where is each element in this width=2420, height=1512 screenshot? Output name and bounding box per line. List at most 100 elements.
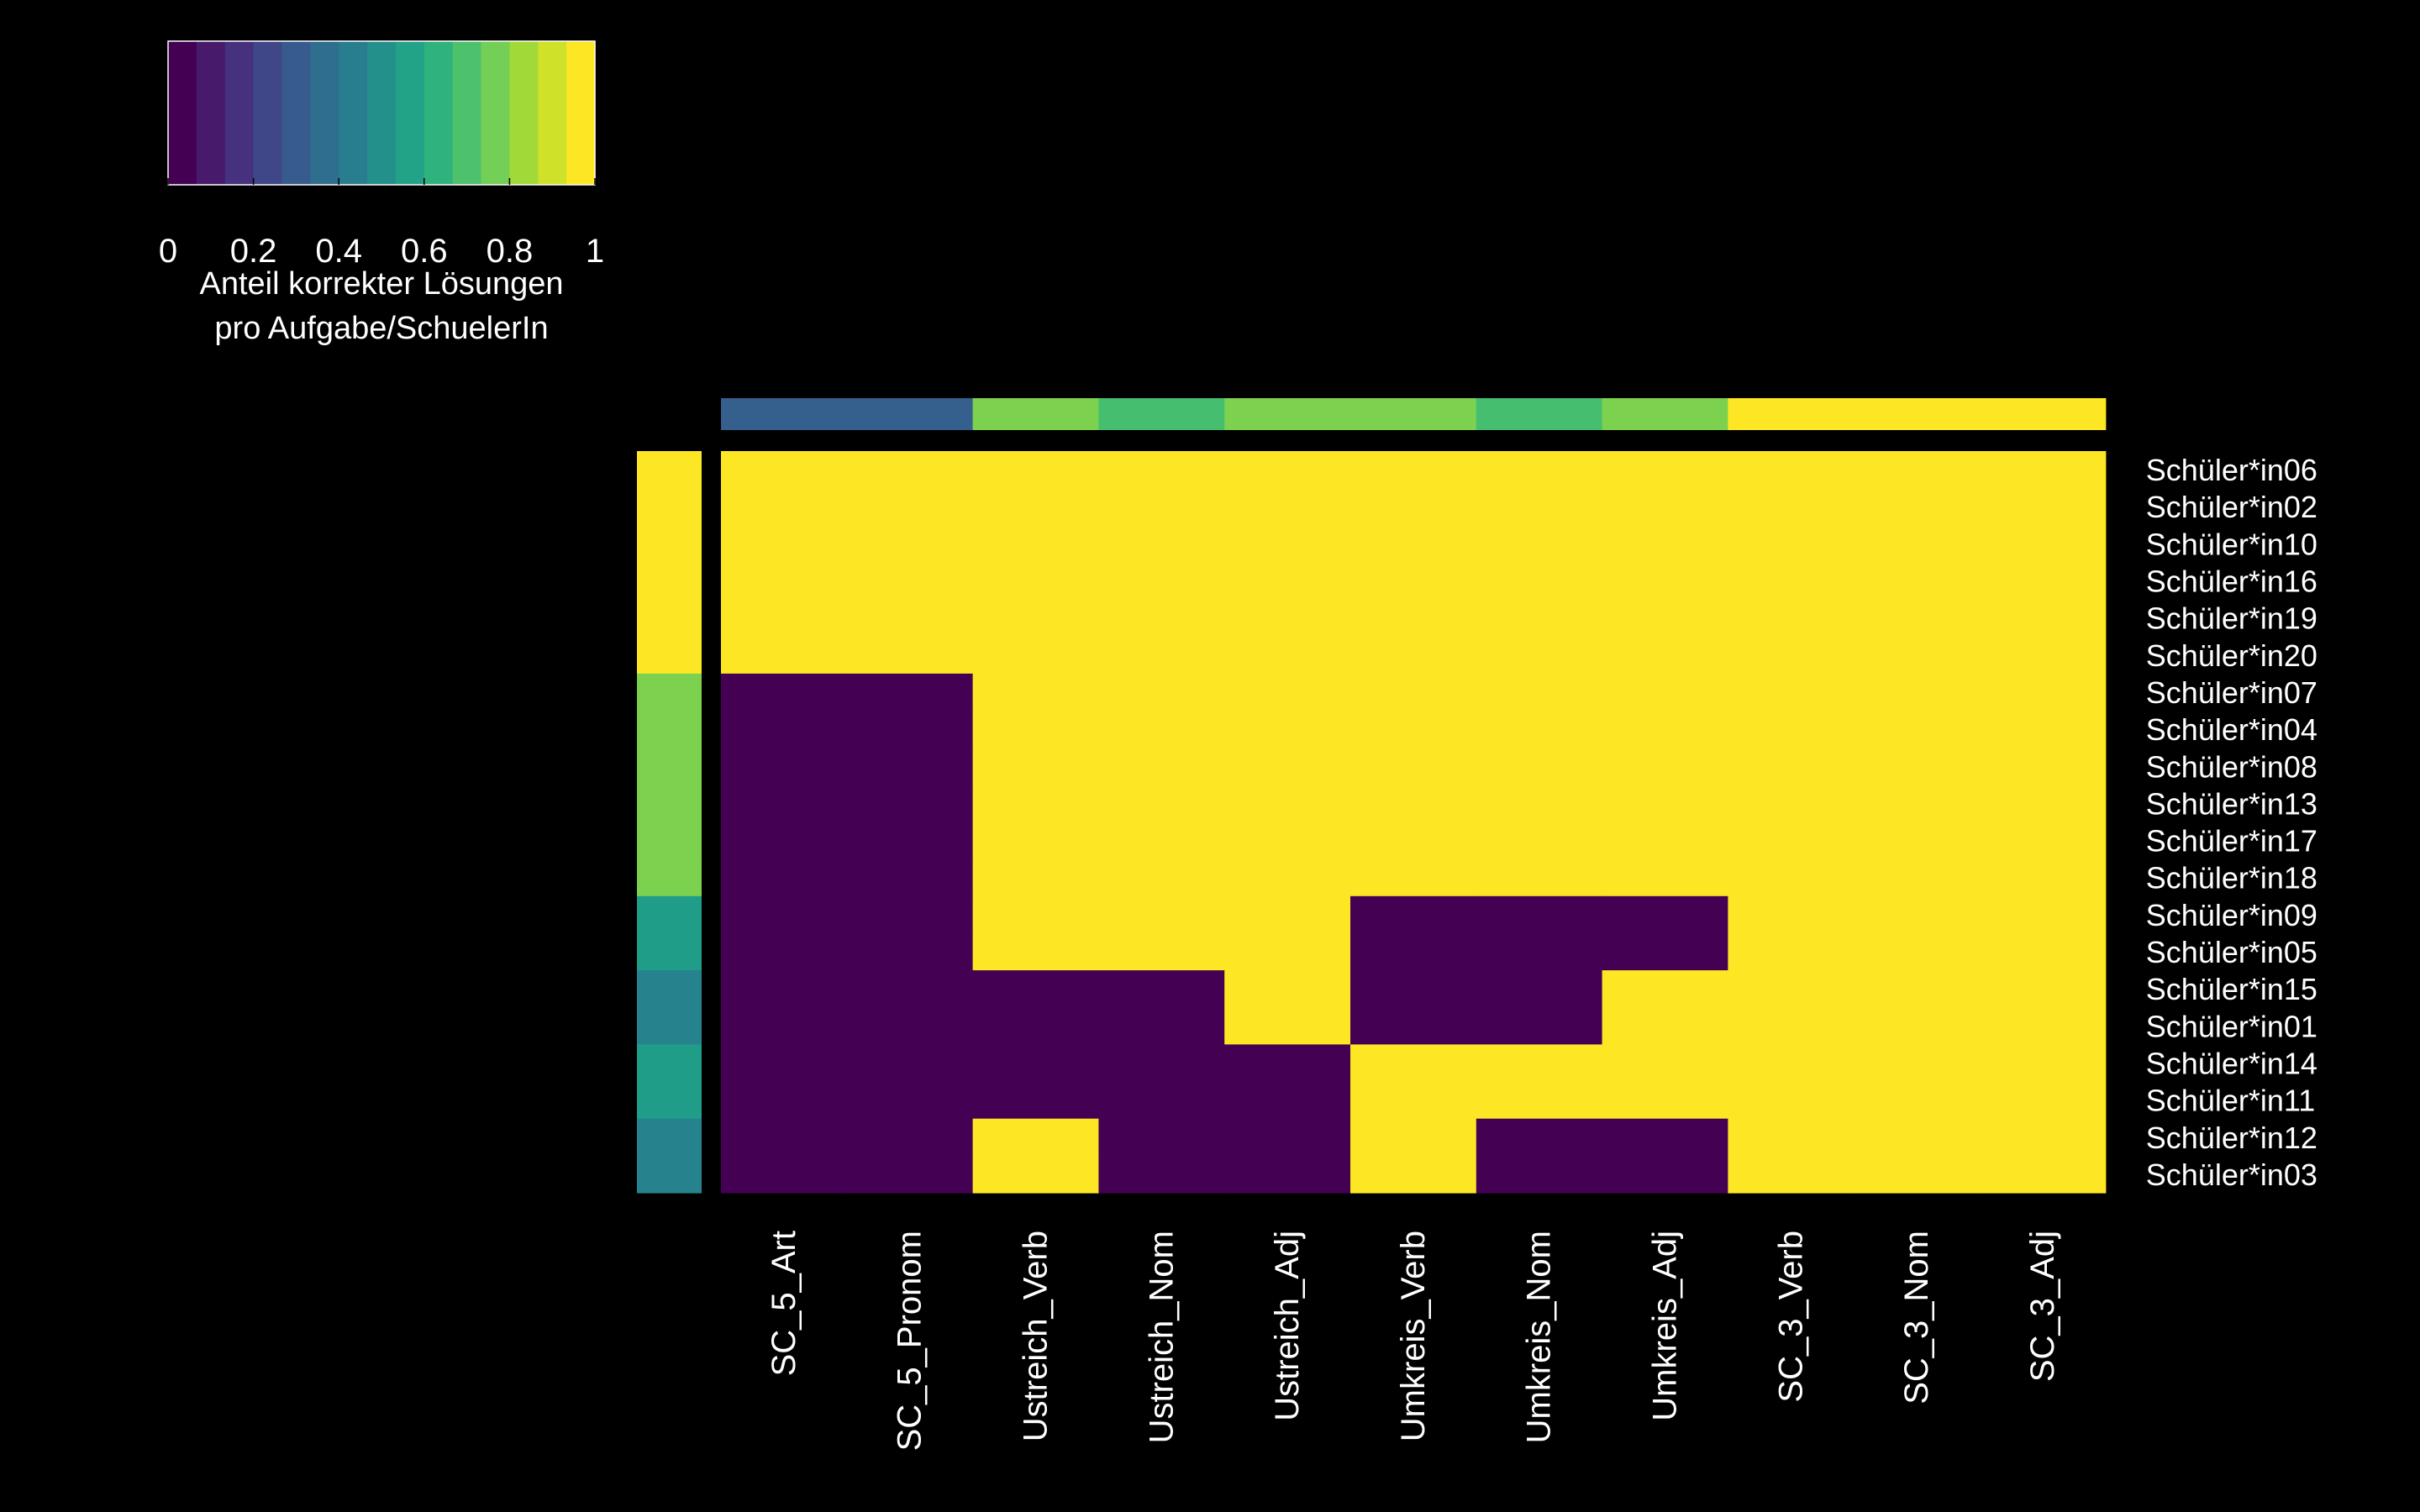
heatmap-cell: [972, 1155, 1099, 1194]
heatmap-cell: [1854, 970, 1981, 1008]
column-label: Ustreich_Verb: [1018, 1231, 1055, 1441]
heatmap-cell: [846, 1044, 974, 1083]
heatmap-cell: [1224, 599, 1351, 638]
heatmap-cell: [1224, 1118, 1351, 1157]
heatmap-cell: [1980, 895, 2107, 934]
heatmap-cell: [1098, 822, 1225, 860]
row-label: Schüler*in17: [2146, 824, 2317, 858]
heatmap-cell: [1350, 1007, 1477, 1045]
heatmap-cell: [1854, 822, 1981, 860]
heatmap-cell: [1602, 1118, 1728, 1157]
heatmap-cell: [1098, 895, 1225, 934]
heatmap-cell: [1854, 1155, 1981, 1194]
heatmap-cell: [1476, 673, 1603, 711]
heatmap-cell: [1980, 562, 2107, 601]
heatmap-cell: [1224, 1007, 1351, 1045]
heatmap-cell: [846, 451, 974, 489]
heatmap-cell: [846, 748, 974, 785]
heatmap-cell: [1980, 599, 2107, 638]
heatmap-cell: [1476, 1007, 1603, 1045]
row-annotation-cell: [637, 1155, 702, 1194]
heatmap-cell: [1854, 711, 1981, 748]
column-annotation-cell: [1728, 398, 1854, 430]
heatmap-cell: [1854, 932, 1981, 971]
heatmap-cell: [1476, 785, 1603, 823]
heatmap-cell: [721, 822, 848, 860]
heatmap-cell: [721, 562, 848, 601]
heatmap-cell: [721, 1007, 848, 1045]
heatmap-cell: [721, 895, 848, 934]
heatmap-cell: [972, 711, 1099, 748]
heatmap-cell: [1476, 1118, 1603, 1157]
heatmap-cell: [1728, 748, 1854, 785]
column-annotation-bar: [721, 398, 2107, 430]
row-label: Schüler*in11: [2146, 1084, 2315, 1118]
heatmap-cell: [1728, 895, 1854, 934]
heatmap-cell: [1476, 1044, 1603, 1083]
heatmap-cell: [1602, 1155, 1728, 1194]
row-label: Schüler*in04: [2146, 712, 2317, 747]
heatmap-cell: [1224, 525, 1351, 564]
row-label: Schüler*in07: [2146, 675, 2317, 710]
heatmap-cell: [1602, 1007, 1728, 1045]
heatmap-cell: [1224, 488, 1351, 526]
heatmap-cell: [1224, 673, 1351, 711]
legend-swatch: [481, 41, 510, 185]
heatmap-cell: [1854, 785, 1981, 823]
row-annotation-cell: [637, 932, 702, 971]
heatmap-cell: [721, 1118, 848, 1157]
row-annotation-cell: [637, 711, 702, 748]
legend-tick-label: 0: [159, 233, 177, 270]
heatmap-cell: [1350, 748, 1477, 785]
column-annotation-cell: [1476, 398, 1603, 430]
legend-swatch: [339, 41, 368, 185]
heatmap-cell: [1602, 822, 1728, 860]
legend-swatch: [395, 41, 425, 185]
heatmap-cell: [846, 970, 974, 1008]
row-label: Schüler*in06: [2146, 453, 2317, 487]
column-label: SC_3_Nom: [1898, 1231, 1935, 1404]
heatmap-cell: [1602, 451, 1728, 489]
row-label: Schüler*in14: [2146, 1046, 2317, 1080]
heatmap-cell: [1854, 1044, 1981, 1083]
color-legend: 0 0.2 0.4 0.6 0.8 1 Anteil korrekter Lösungen…: [159, 40, 604, 346]
heatmap-cell: [972, 895, 1099, 934]
column-label: Ustreich_Nom: [1143, 1231, 1180, 1443]
heatmap-cell: [1602, 1081, 1728, 1120]
heatmap-cell: [1350, 1155, 1477, 1194]
heatmap-cell: [1098, 451, 1225, 489]
heatmap-cell: [1098, 932, 1225, 971]
heatmap-cell: [1602, 895, 1728, 934]
row-annotation-cell: [637, 451, 702, 489]
heatmap-cell: [972, 1007, 1099, 1045]
row-label: Schüler*in05: [2146, 935, 2317, 969]
heatmap-cell: [1350, 970, 1477, 1008]
heatmap-cell: [1476, 895, 1603, 934]
heatmap-cell: [1602, 1044, 1728, 1083]
heatmap-cell: [1350, 1118, 1477, 1157]
heatmap-cell: [846, 562, 974, 601]
heatmap-cell: [972, 1081, 1099, 1120]
heatmap-cell: [1350, 895, 1477, 934]
heatmap-cell: [1098, 1081, 1225, 1120]
heatmap-cell: [1980, 932, 2107, 971]
heatmap-cell: [1098, 748, 1225, 785]
heatmap-cell: [1602, 748, 1728, 785]
heatmap-cell: [1350, 1044, 1477, 1083]
heatmap-cell: [1980, 525, 2107, 564]
heatmap-cell: [1854, 858, 1981, 897]
heatmap-cell: [1350, 562, 1477, 601]
heatmap-cell: [1728, 599, 1854, 638]
column-annotation-cell: [1098, 398, 1225, 430]
heatmap-cell: [972, 636, 1099, 675]
heatmap-cell: [1728, 932, 1854, 971]
heatmap-cell: [846, 1118, 974, 1157]
heatmap-cell: [1602, 932, 1728, 971]
heatmap-cell: [972, 932, 1099, 971]
heatmap-cell: [1224, 822, 1351, 860]
heatmap-cell: [1854, 895, 1981, 934]
row-labels: Schüler*in06Schüler*in02Schüler*in10Schü…: [2146, 453, 2317, 1192]
heatmap-cells: [721, 451, 2107, 1194]
heatmap-cell: [972, 525, 1099, 564]
heatmap-cell: [846, 895, 974, 934]
